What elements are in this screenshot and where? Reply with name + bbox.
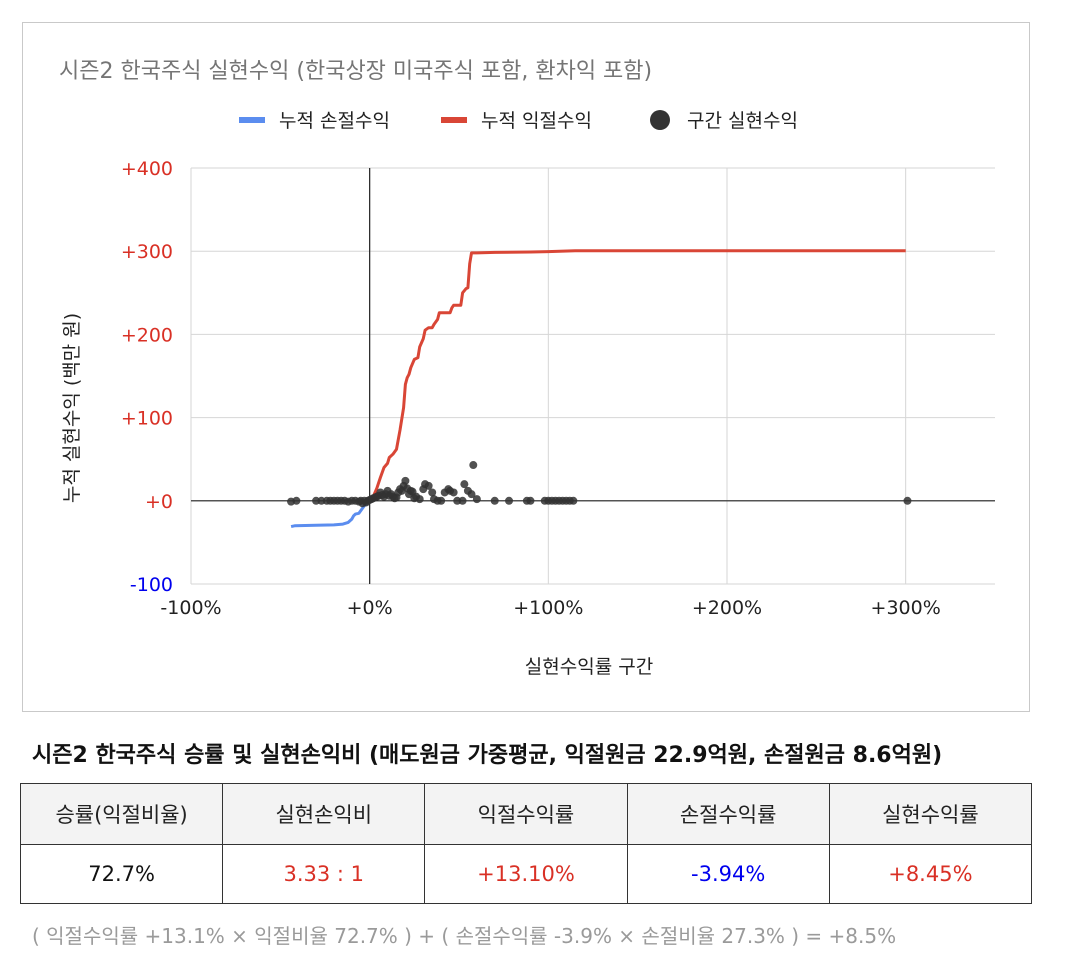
scatter-point	[526, 496, 535, 505]
scatter-point	[401, 476, 410, 485]
y-tick-label: +400	[121, 158, 173, 180]
value-win-rate: 72.7%	[19, 844, 224, 904]
legend-swatch	[239, 117, 265, 123]
value-realized-return: +8.45%	[828, 844, 1033, 904]
formula-text: ( 익절수익률 +13.1% × 익절비율 72.7% ) + ( 손절수익률 …	[32, 924, 897, 948]
legend-label: 누적 손절수익	[279, 110, 390, 132]
scatter-point	[490, 496, 499, 505]
x-tick-label: +200%	[692, 597, 762, 619]
scatter-point	[467, 490, 476, 499]
stats-table: 승률(익절비율) 실현손익비 익절수익률 손절수익률 실현수익률 72.7% 3…	[19, 783, 1033, 904]
y-tick-label: +200	[121, 324, 173, 346]
scatter-point	[415, 495, 424, 504]
chart-panel: 시즌2 한국주식 실현수익 (한국상장 미국주식 포함, 환차익 포함) 누적 …	[22, 22, 1030, 712]
chart-series	[287, 249, 912, 529]
value-gain-return: +13.10%	[424, 844, 628, 904]
summary-title: 시즌2 한국주식 승률 및 실현손익비 (매도원금 가중평균, 익절원금 22.…	[32, 743, 943, 768]
x-tick-label: +100%	[513, 597, 583, 619]
scatter-point	[424, 481, 433, 490]
chart-title: 시즌2 한국주식 실현수익 (한국상장 미국주식 포함, 환차익 포함)	[59, 59, 652, 84]
scatter-point	[903, 496, 912, 505]
chart-axes	[191, 168, 995, 584]
chart-legend: 누적 손절수익 누적 익절수익 구간 실현수익	[239, 110, 798, 132]
y-tick-label: +100	[121, 408, 173, 430]
realized-profit-chart: 시즌2 한국주식 실현수익 (한국상장 미국주식 포함, 환차익 포함) 누적 …	[59, 59, 995, 678]
legend-swatch	[441, 117, 467, 123]
series-line-1	[368, 249, 906, 502]
scatter-point	[469, 461, 478, 470]
legend-label: 구간 실현수익	[687, 110, 798, 132]
scatter-point	[472, 495, 481, 504]
scatter-point	[460, 480, 469, 489]
scatter-point	[292, 496, 301, 505]
y-tick-label: -100	[130, 574, 173, 596]
x-tick-label: +0%	[347, 597, 393, 619]
header-loss-return: 손절수익률	[626, 783, 830, 845]
scatter-point	[437, 496, 446, 505]
stats-header-row: 승률(익절비율) 실현손익비 익절수익률 손절수익률 실현수익률	[19, 783, 1033, 845]
header-realized-return: 실현수익률	[828, 783, 1033, 845]
chart-grid	[190, 167, 995, 585]
scatter-point	[428, 488, 437, 497]
value-profit-loss-ratio: 3.33 : 1	[222, 844, 426, 904]
header-win-rate: 승률(익절비율)	[19, 783, 224, 845]
scatter-point	[458, 496, 467, 505]
header-profit-loss-ratio: 실현손익비	[222, 783, 426, 845]
x-tick-label: +300%	[871, 597, 941, 619]
value-loss-return: -3.94%	[626, 844, 830, 904]
legend-label: 누적 익절수익	[481, 110, 592, 132]
header-gain-return: 익절수익률	[424, 783, 628, 845]
scatter-point	[505, 496, 514, 505]
scatter-point	[449, 488, 458, 497]
x-axis-label: 실현수익률 구간	[525, 656, 653, 678]
stats-value-row: 72.7% 3.33 : 1 +13.10% -3.94% +8.45%	[19, 844, 1033, 904]
x-tick-label: -100%	[160, 597, 221, 619]
y-axis-label: 누적 실현수익 (백만 원)	[61, 313, 83, 503]
scatter-point	[569, 496, 578, 505]
chart-ticks: -100% +0% +100% +200% +300% -100 +0 +100 +200 +30…	[121, 158, 941, 619]
y-tick-label: +0	[145, 491, 173, 513]
legend-swatch	[650, 110, 670, 130]
y-tick-label: +300	[121, 241, 173, 263]
